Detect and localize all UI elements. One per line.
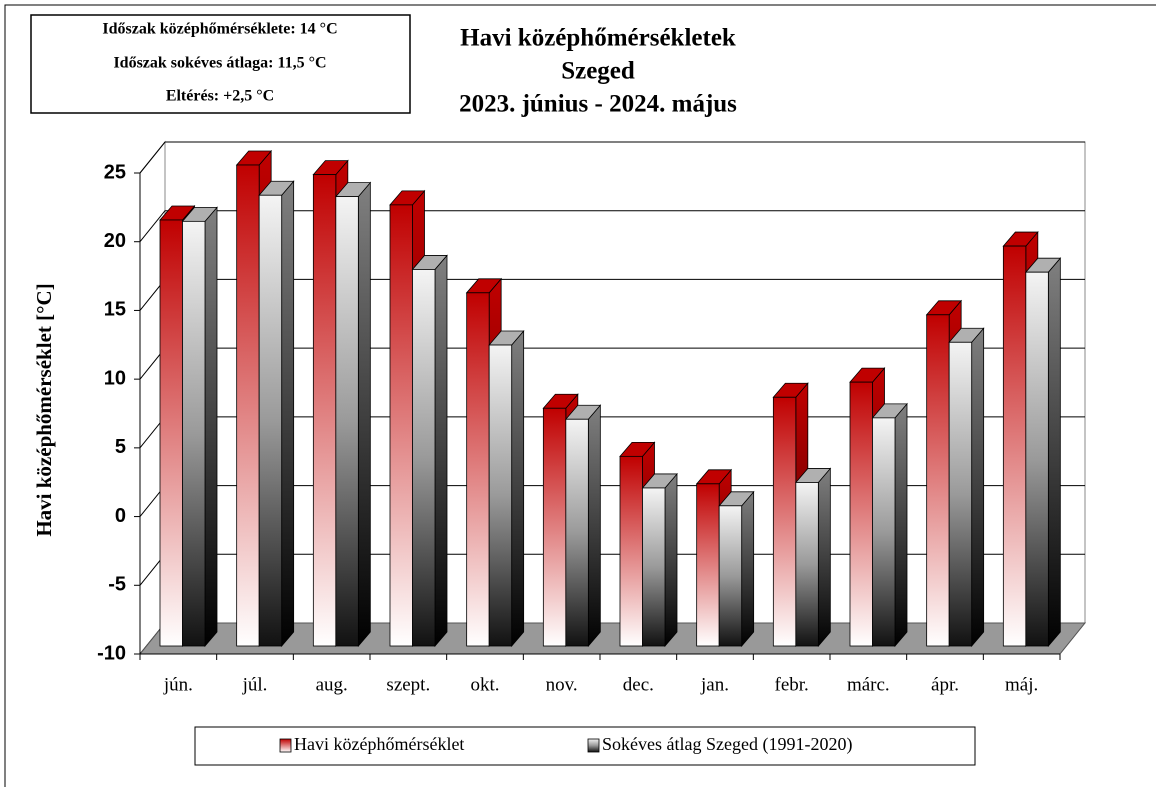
bar-front <box>159 219 183 647</box>
legend-swatch <box>279 738 292 753</box>
bar <box>258 180 295 648</box>
legend-swatch <box>587 738 600 753</box>
bar <box>641 472 678 648</box>
x-tick-label: nov. <box>546 674 578 695</box>
bar-side <box>817 467 831 648</box>
bar-side <box>204 206 218 648</box>
bar-front <box>948 341 973 647</box>
x-tick-label: szept. <box>386 674 430 695</box>
bar-side <box>587 404 601 648</box>
bar-front <box>542 407 567 647</box>
bar-front <box>718 505 743 647</box>
legend-box <box>194 726 976 766</box>
bar <box>488 329 525 648</box>
bar-side <box>894 402 908 648</box>
y-tick-label: 5 <box>115 436 126 458</box>
bar <box>181 206 218 648</box>
bar-front <box>312 174 337 647</box>
bar-front <box>236 164 260 647</box>
legend-label: Sokéves átlag Szeged (1991-2020) <box>602 734 852 755</box>
y-tick-label: 0 <box>115 505 126 527</box>
bar-front <box>926 314 950 647</box>
chart-title: Havi középhőmérsékletek <box>460 25 736 52</box>
bar-side <box>357 181 371 648</box>
x-tick-label: máj. <box>1005 674 1038 695</box>
bar-front <box>258 194 283 647</box>
bar-side <box>1047 257 1061 648</box>
bar-front <box>772 396 797 647</box>
grid-line <box>139 141 1085 174</box>
x-tick-label: ápr. <box>931 674 959 695</box>
bar <box>871 402 908 648</box>
y-tick-label: 25 <box>104 161 126 183</box>
bar-front <box>182 220 206 647</box>
x-tick-label: jún. <box>163 674 193 695</box>
x-tick-label: dec. <box>623 674 654 695</box>
bar <box>718 490 755 648</box>
bar-front <box>872 417 896 647</box>
bar-front <box>335 196 359 647</box>
info-box <box>30 14 411 114</box>
bar-front <box>795 482 819 647</box>
bar <box>334 181 372 648</box>
x-tick-label: febr. <box>775 674 809 695</box>
y-tick-label: -5 <box>108 574 126 596</box>
annotation: Időszak középhőmérséklete: 14 °C <box>102 21 337 38</box>
bar-side <box>281 180 295 648</box>
x-tick-label: márc. <box>847 674 890 695</box>
bar-front <box>696 483 720 647</box>
y-axis-label: Havi középhőmérséklet [°C] <box>32 283 56 536</box>
bar-side <box>741 490 755 648</box>
grid-line <box>139 210 1085 243</box>
bar-front <box>1002 245 1027 647</box>
y-tick-label: 15 <box>104 299 126 321</box>
y-tick-label: 20 <box>104 230 126 252</box>
bar <box>1024 257 1062 648</box>
x-tick-label: okt. <box>470 674 499 695</box>
bar-front <box>565 418 589 647</box>
bar <box>564 404 602 648</box>
bar-side <box>511 329 525 648</box>
bar-front <box>1025 271 1049 647</box>
x-tick-label: júl. <box>242 674 268 695</box>
bar-front <box>466 292 490 647</box>
bar-side <box>434 254 448 648</box>
bar-front <box>488 344 513 647</box>
x-tick-label: jan. <box>700 674 729 695</box>
x-tick-label: aug. <box>316 674 348 695</box>
legend-label: Havi középhőmérséklet <box>294 734 464 754</box>
chart-title: 2023. június - 2024. május <box>459 91 737 118</box>
bar-side <box>664 472 678 648</box>
bar <box>794 467 832 648</box>
bar-front <box>619 455 643 647</box>
bar-front <box>849 381 873 647</box>
annotation: Eltérés: +2,5 °C <box>166 88 274 105</box>
bar-front <box>389 204 413 647</box>
chart-title: Szeged <box>561 58 635 85</box>
annotation: Időszak sokéves átlaga: 11,5 °C <box>113 55 326 72</box>
frame <box>4 4 1156 787</box>
y-tick-label: -10 <box>97 642 126 664</box>
bar-front <box>412 269 436 647</box>
bar <box>411 254 448 648</box>
bar-side <box>971 327 985 648</box>
y-tick-label: 10 <box>104 367 126 389</box>
bar-front <box>642 487 666 647</box>
bar <box>948 327 985 648</box>
